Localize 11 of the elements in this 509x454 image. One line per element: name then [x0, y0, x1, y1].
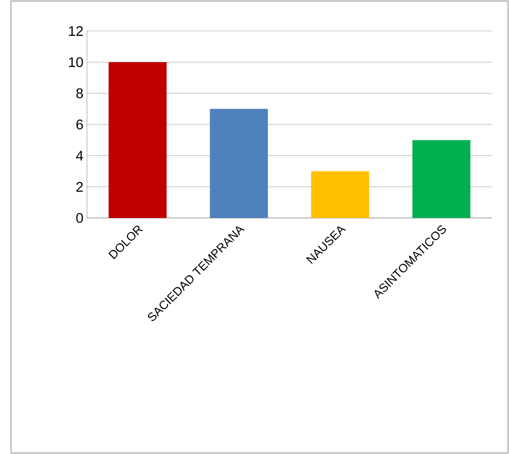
y-tick-label: 4	[76, 150, 84, 160]
bar	[412, 140, 470, 218]
bar	[210, 108, 268, 218]
bar	[311, 171, 370, 218]
y-tick-label: 6	[76, 120, 83, 130]
y-tick-label: 10	[69, 57, 83, 68]
bar	[108, 62, 167, 218]
y-tick-label: 0	[76, 213, 83, 223]
y-tick-label: 2	[76, 182, 83, 192]
y-tick-label: 12	[69, 26, 83, 36]
y-tick-label: 8	[76, 88, 83, 98]
